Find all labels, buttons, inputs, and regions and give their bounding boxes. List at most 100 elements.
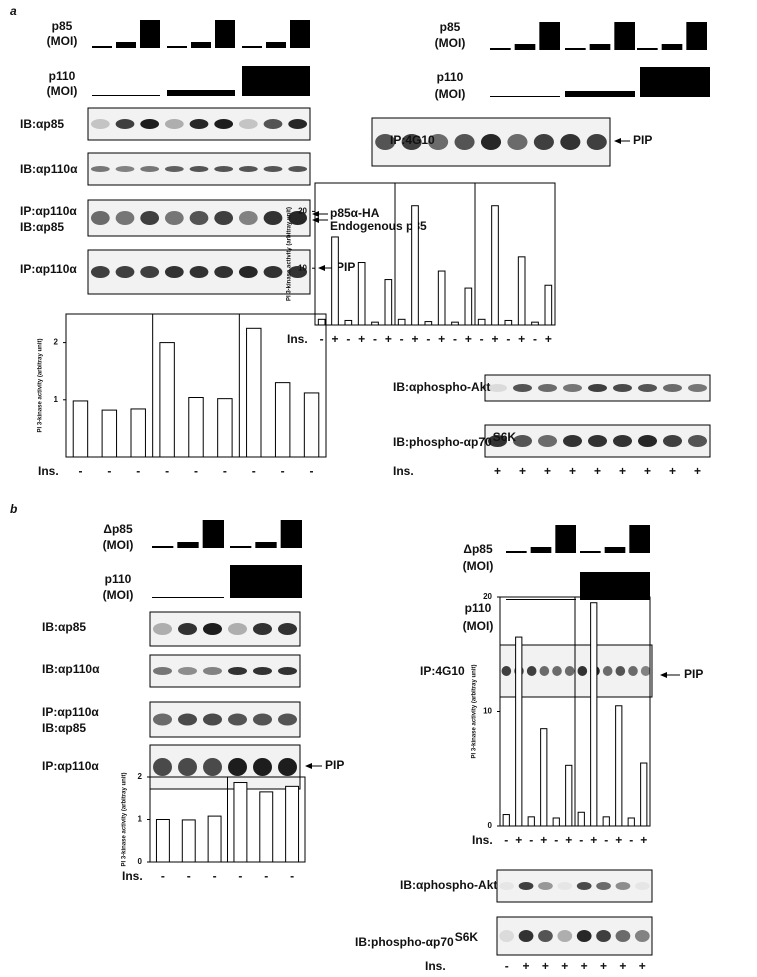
moi-label: (MOI) [47, 34, 78, 48]
blot-band [576, 930, 592, 942]
moi-bar [580, 551, 601, 553]
blot-band [638, 384, 657, 392]
ins-sign: + [639, 959, 646, 973]
moi-bar [290, 20, 310, 48]
moi-label: (MOI) [47, 84, 78, 98]
moi-bar [215, 20, 235, 48]
ins-sign: + [569, 464, 576, 478]
x-tick-label: + [358, 332, 365, 346]
blot-band [538, 882, 553, 890]
blot-band [253, 667, 272, 675]
blot-label: IB:αp110α [20, 162, 78, 176]
y-tick-label: 2 [54, 338, 59, 347]
x-tick-label: - [165, 464, 169, 478]
blot-box [149, 654, 301, 688]
x-tick-label: - [252, 464, 256, 478]
annotation: Endogenous p85 [330, 219, 427, 233]
blot-band [613, 435, 632, 447]
x-tick-label: + [411, 332, 418, 346]
blot-band [663, 435, 682, 447]
blot-label: IB:phospho-αp70 [393, 435, 492, 449]
arrow-head [305, 763, 312, 769]
bar [274, 382, 291, 458]
blot-band [189, 266, 209, 278]
moi-label: Δp85 [463, 542, 493, 556]
blot-band [640, 666, 651, 676]
blot-band [563, 435, 582, 447]
x-tick-label: + [545, 332, 552, 346]
blot-band [140, 266, 160, 278]
blot-band [140, 211, 160, 225]
blot-band [615, 930, 631, 942]
annotation: PIP [633, 133, 652, 147]
blot-band [228, 623, 247, 635]
blot-band [189, 119, 209, 129]
blot-label: IP:αp110α [20, 262, 77, 276]
blot-band [538, 930, 553, 942]
blot-band [518, 882, 534, 890]
blot-band [501, 666, 512, 676]
moi-bar [661, 44, 683, 50]
p110-bar [230, 565, 302, 598]
bar [130, 408, 146, 458]
bar [424, 321, 433, 326]
x-tick-label: - [579, 833, 583, 847]
blot-band [518, 930, 534, 942]
blot-band [189, 211, 209, 225]
x-axis-label: Ins. [472, 833, 493, 847]
blot-band [203, 623, 222, 635]
ins-sign: + [694, 464, 701, 478]
x-tick-label: - [194, 464, 198, 478]
x-tick-label: - [264, 869, 268, 883]
blot-band [164, 266, 184, 278]
blot-band [214, 119, 234, 129]
bar [531, 321, 539, 326]
x-tick-label: - [506, 332, 510, 346]
x-tick-label: + [331, 332, 338, 346]
ins-label: Ins. [393, 464, 414, 478]
moi-bar [152, 546, 174, 548]
x-tick-label: - [373, 332, 377, 346]
x-tick-label: + [540, 833, 547, 847]
p110-bar [167, 90, 235, 96]
blot-band [164, 166, 184, 172]
ins-sign: + [523, 959, 530, 973]
blot-label: IB:αp85 [20, 117, 64, 131]
blot-band [253, 623, 272, 635]
p110-bar [242, 66, 310, 96]
blot-band [263, 211, 283, 225]
ins-sign: + [581, 959, 588, 973]
blot-band [90, 266, 110, 278]
moi-bar [92, 46, 112, 48]
moi-bar [230, 546, 252, 548]
bar [188, 397, 204, 458]
blot-band [288, 166, 308, 172]
moi-bar [191, 42, 211, 48]
blot-band [288, 119, 308, 129]
blot-band [203, 758, 222, 776]
bar [331, 236, 339, 326]
x-tick-label: - [533, 332, 537, 346]
blot-box [149, 744, 301, 790]
blot-band [203, 713, 222, 726]
moi-label: p110 [437, 70, 464, 84]
blot-band [288, 211, 308, 225]
blot-band [203, 667, 222, 675]
blot-band [263, 119, 283, 129]
blot-label: IP:αp110α [20, 204, 77, 218]
bar [590, 602, 598, 827]
panel-label: b [10, 502, 17, 516]
blot-band [480, 134, 502, 150]
bar [502, 814, 510, 827]
arrow-head [660, 672, 667, 678]
blot-band [552, 666, 562, 676]
blot-band [539, 666, 550, 676]
ins-sign: + [542, 959, 549, 973]
ins-sign: + [519, 464, 526, 478]
blot-band [90, 211, 110, 225]
moi-label: p110 [105, 572, 132, 586]
ins-sign: + [644, 464, 651, 478]
blot-label: IP:αp110α [42, 705, 99, 719]
moi-bar [686, 22, 707, 50]
